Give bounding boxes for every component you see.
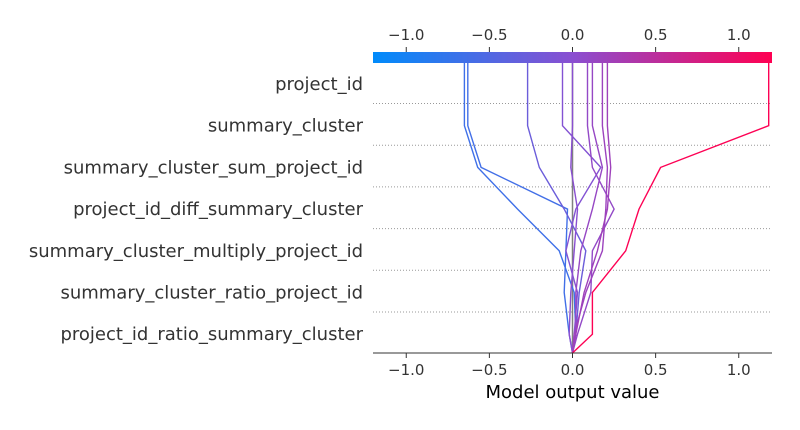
feature-label: project_id: [275, 74, 363, 95]
decision-line: [561, 63, 602, 354]
top-tick-label: −1.0: [388, 26, 424, 44]
feature-label: project_id_ratio_summary_cluster: [60, 324, 363, 345]
feature-label: summary_cluster_multiply_project_id: [29, 241, 363, 262]
x-axis-title: Model output value: [485, 382, 659, 403]
decision-line: [571, 63, 609, 354]
decision-line: [467, 63, 574, 354]
decision-line: [568, 63, 579, 354]
row-separators: [373, 103, 772, 313]
feature-labels: project_id summary_cluster summary_cluster…: [29, 74, 364, 345]
bottom-axis: −1.0 −0.5 0.0 0.5 1.0: [373, 352, 772, 379]
feature-label: summary_cluster_sum_project_id: [64, 157, 363, 178]
decision-line: [571, 63, 612, 354]
top-axis: −1.0 −0.5 0.0 0.5 1.0: [388, 26, 751, 52]
decision-line: [572, 63, 770, 354]
feature-label: summary_cluster: [208, 116, 364, 137]
top-tick-label: 0.5: [644, 26, 668, 44]
bottom-tick-label: 1.0: [727, 361, 751, 379]
feature-label: project_id_diff_summary_cluster: [73, 199, 363, 220]
colorbar: [373, 52, 772, 63]
top-tick-label: 1.0: [727, 26, 751, 44]
top-tick-label: 0.0: [561, 26, 585, 44]
bottom-tick-label: 0.5: [644, 361, 668, 379]
decision-lines: [463, 63, 770, 354]
bottom-tick-label: 0.0: [561, 361, 585, 379]
decision-line: [571, 63, 615, 354]
bottom-tick-label: −0.5: [471, 361, 507, 379]
decision-line: [463, 63, 577, 354]
feature-label: summary_cluster_ratio_project_id: [60, 283, 363, 304]
bottom-tick-label: −1.0: [388, 361, 424, 379]
top-tick-label: −0.5: [471, 26, 507, 44]
